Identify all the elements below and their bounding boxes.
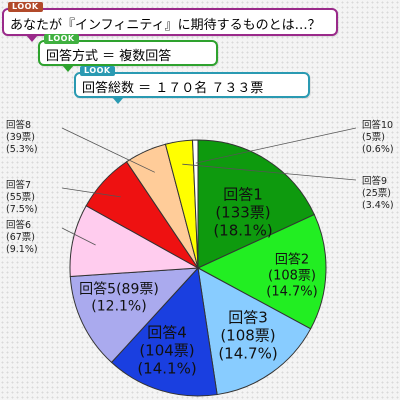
slice-label-2-line-1: 回答2: [275, 252, 309, 268]
slice-label-7-line-3: (7.5%): [6, 204, 38, 215]
slice-label-1-line-2: (133票): [215, 203, 270, 221]
answer-method-bubble: LOOK 回答方式 ＝ 複数回答: [38, 34, 218, 72]
slice-label-3-line-3: (14.7%): [218, 344, 277, 362]
leader-line-8: [61, 127, 155, 173]
slice-label-7-line-2: (55票): [6, 192, 35, 203]
slice-label-2-line-2: (108票): [268, 269, 316, 284]
slice-label-3-line-2: (108票): [220, 326, 275, 344]
leader-line-10: [195, 127, 357, 164]
slice-label-7-line-1: 回答7: [6, 179, 31, 191]
pie-slice-5: [69, 267, 200, 364]
slice-label-4-line-3: (14.1%): [137, 359, 196, 377]
slice-label-5-line-1: 回答5(89票): [79, 280, 159, 297]
slice-label-9-line-3: (3.4%): [362, 200, 394, 211]
total-responses-text: 回答総数 ＝ １７０名 ７３３票: [82, 81, 264, 96]
pie-slice-4: [110, 266, 218, 397]
slice-label-1-line-1: 回答1: [223, 185, 263, 203]
slice-label-6-line-3: (9.1%): [6, 244, 38, 255]
slice-label-8-line-1: 回答8: [6, 119, 31, 131]
slice-label-6-line-1: 回答6: [6, 219, 31, 231]
slice-label-6-line-2: (67票): [6, 232, 35, 243]
slice-label-8-line-3: (5.3%): [6, 144, 38, 155]
slice-label-8-line-2: (39票): [6, 132, 35, 143]
pie-slice-1: [197, 139, 315, 269]
question-bubble: LOOK あなたが『インフィニティ』に期待するものとは…？: [2, 2, 338, 42]
question-look-tag: LOOK: [8, 2, 43, 12]
slice-label-4-line-1: 回答4: [147, 323, 187, 341]
slice-label-10-line-1: 回答10: [362, 119, 393, 131]
total-responses-bubble: LOOK 回答総数 ＝ １７０名 ７３３票: [74, 66, 310, 104]
leader-line-9: [182, 163, 357, 181]
slice-label-10-line-2: (5票): [362, 132, 385, 143]
slice-label-1-line-3: (18.1%): [213, 221, 272, 239]
pie-slice-3: [197, 267, 312, 396]
slice-label-9-line-1: 回答9: [362, 175, 387, 187]
slice-label-2-line-3: (14.7%): [266, 285, 317, 300]
question-bubble-tail: [26, 35, 38, 42]
slice-label-3-line-1: 回答3: [228, 308, 268, 326]
question-text: あなたが『インフィニティ』に期待するものとは…？: [10, 18, 321, 33]
method-look-tag: LOOK: [44, 34, 79, 44]
slice-label-10-line-3: (0.6%): [362, 144, 394, 155]
slice-label-4-line-2: (104票): [139, 341, 194, 359]
pie-slice-10: [191, 139, 199, 269]
method-bubble-tail: [62, 65, 74, 72]
pie-slice-2: [196, 213, 327, 330]
total-bubble-tail: [112, 97, 124, 104]
slice-label-9-line-2: (25票): [362, 188, 391, 199]
leader-line-7: [61, 187, 121, 198]
total-look-tag: LOOK: [80, 66, 115, 76]
answer-method-text: 回答方式 ＝ 複数回答: [46, 49, 172, 64]
slice-label-5-line-2: (12.1%): [91, 298, 146, 314]
leader-line-6: [61, 227, 96, 246]
